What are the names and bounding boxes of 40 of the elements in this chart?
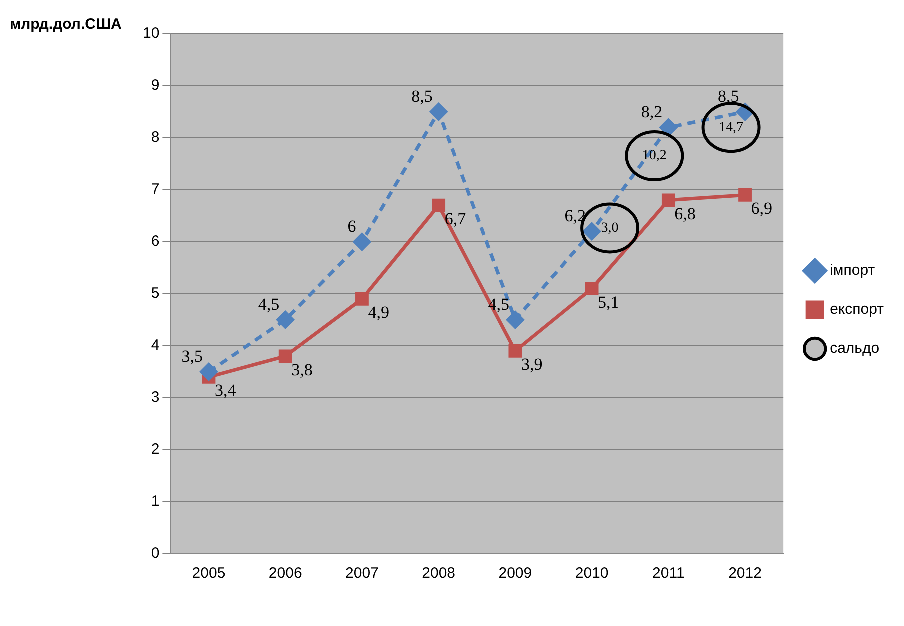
data-label: 4,9	[368, 303, 390, 322]
x-tick-label: 2008	[422, 565, 456, 582]
data-label: 6,9	[751, 199, 773, 218]
data-label: 5,1	[598, 292, 620, 312]
y-tick-label: 7	[151, 181, 160, 198]
y-tick-label: 2	[151, 441, 160, 458]
y-tick-label: 5	[151, 285, 160, 302]
y-tick-label: 0	[151, 545, 160, 562]
y-tick-label: 10	[142, 25, 160, 42]
data-label: 3,8	[292, 360, 313, 380]
y-tick-label: 4	[151, 337, 160, 354]
legend-label: експорт	[830, 301, 884, 318]
y-axis-title: млрд.дол.США	[10, 16, 122, 34]
legend-label: імпорт	[830, 262, 876, 280]
y-tick-label: 8	[151, 129, 160, 146]
y-tick-label: 6	[151, 233, 160, 250]
data-label: 6	[348, 216, 356, 236]
x-tick-label: 2012	[728, 565, 762, 582]
y-tick-label: 3	[151, 389, 160, 406]
data-label: 8,5	[412, 86, 433, 106]
x-tick-label: 2007	[346, 565, 379, 582]
x-tick-label: 2005	[192, 565, 226, 582]
data-label: 8,2	[641, 102, 663, 122]
x-tick-label: 2010	[575, 565, 609, 582]
data-label: 4,5	[258, 294, 280, 314]
annotation: 3,0	[601, 220, 619, 236]
data-label: 8,5	[718, 86, 740, 106]
data-label: 3,9	[521, 355, 543, 374]
data-label: 3,5	[182, 346, 203, 366]
annotation: 14,7	[719, 120, 744, 136]
y-tick-label: 1	[151, 493, 160, 510]
x-tick-label: 2011	[652, 565, 685, 582]
data-label: 6,8	[674, 204, 696, 224]
y-tick-label: 9	[151, 77, 160, 94]
x-tick-label: 2006	[268, 565, 302, 582]
data-label: 3,4	[214, 381, 237, 400]
legend-label: сальдо	[830, 340, 880, 358]
data-label: 6,2	[564, 206, 586, 226]
x-tick-label: 2009	[498, 565, 532, 582]
annotation: 10,2	[642, 148, 667, 164]
